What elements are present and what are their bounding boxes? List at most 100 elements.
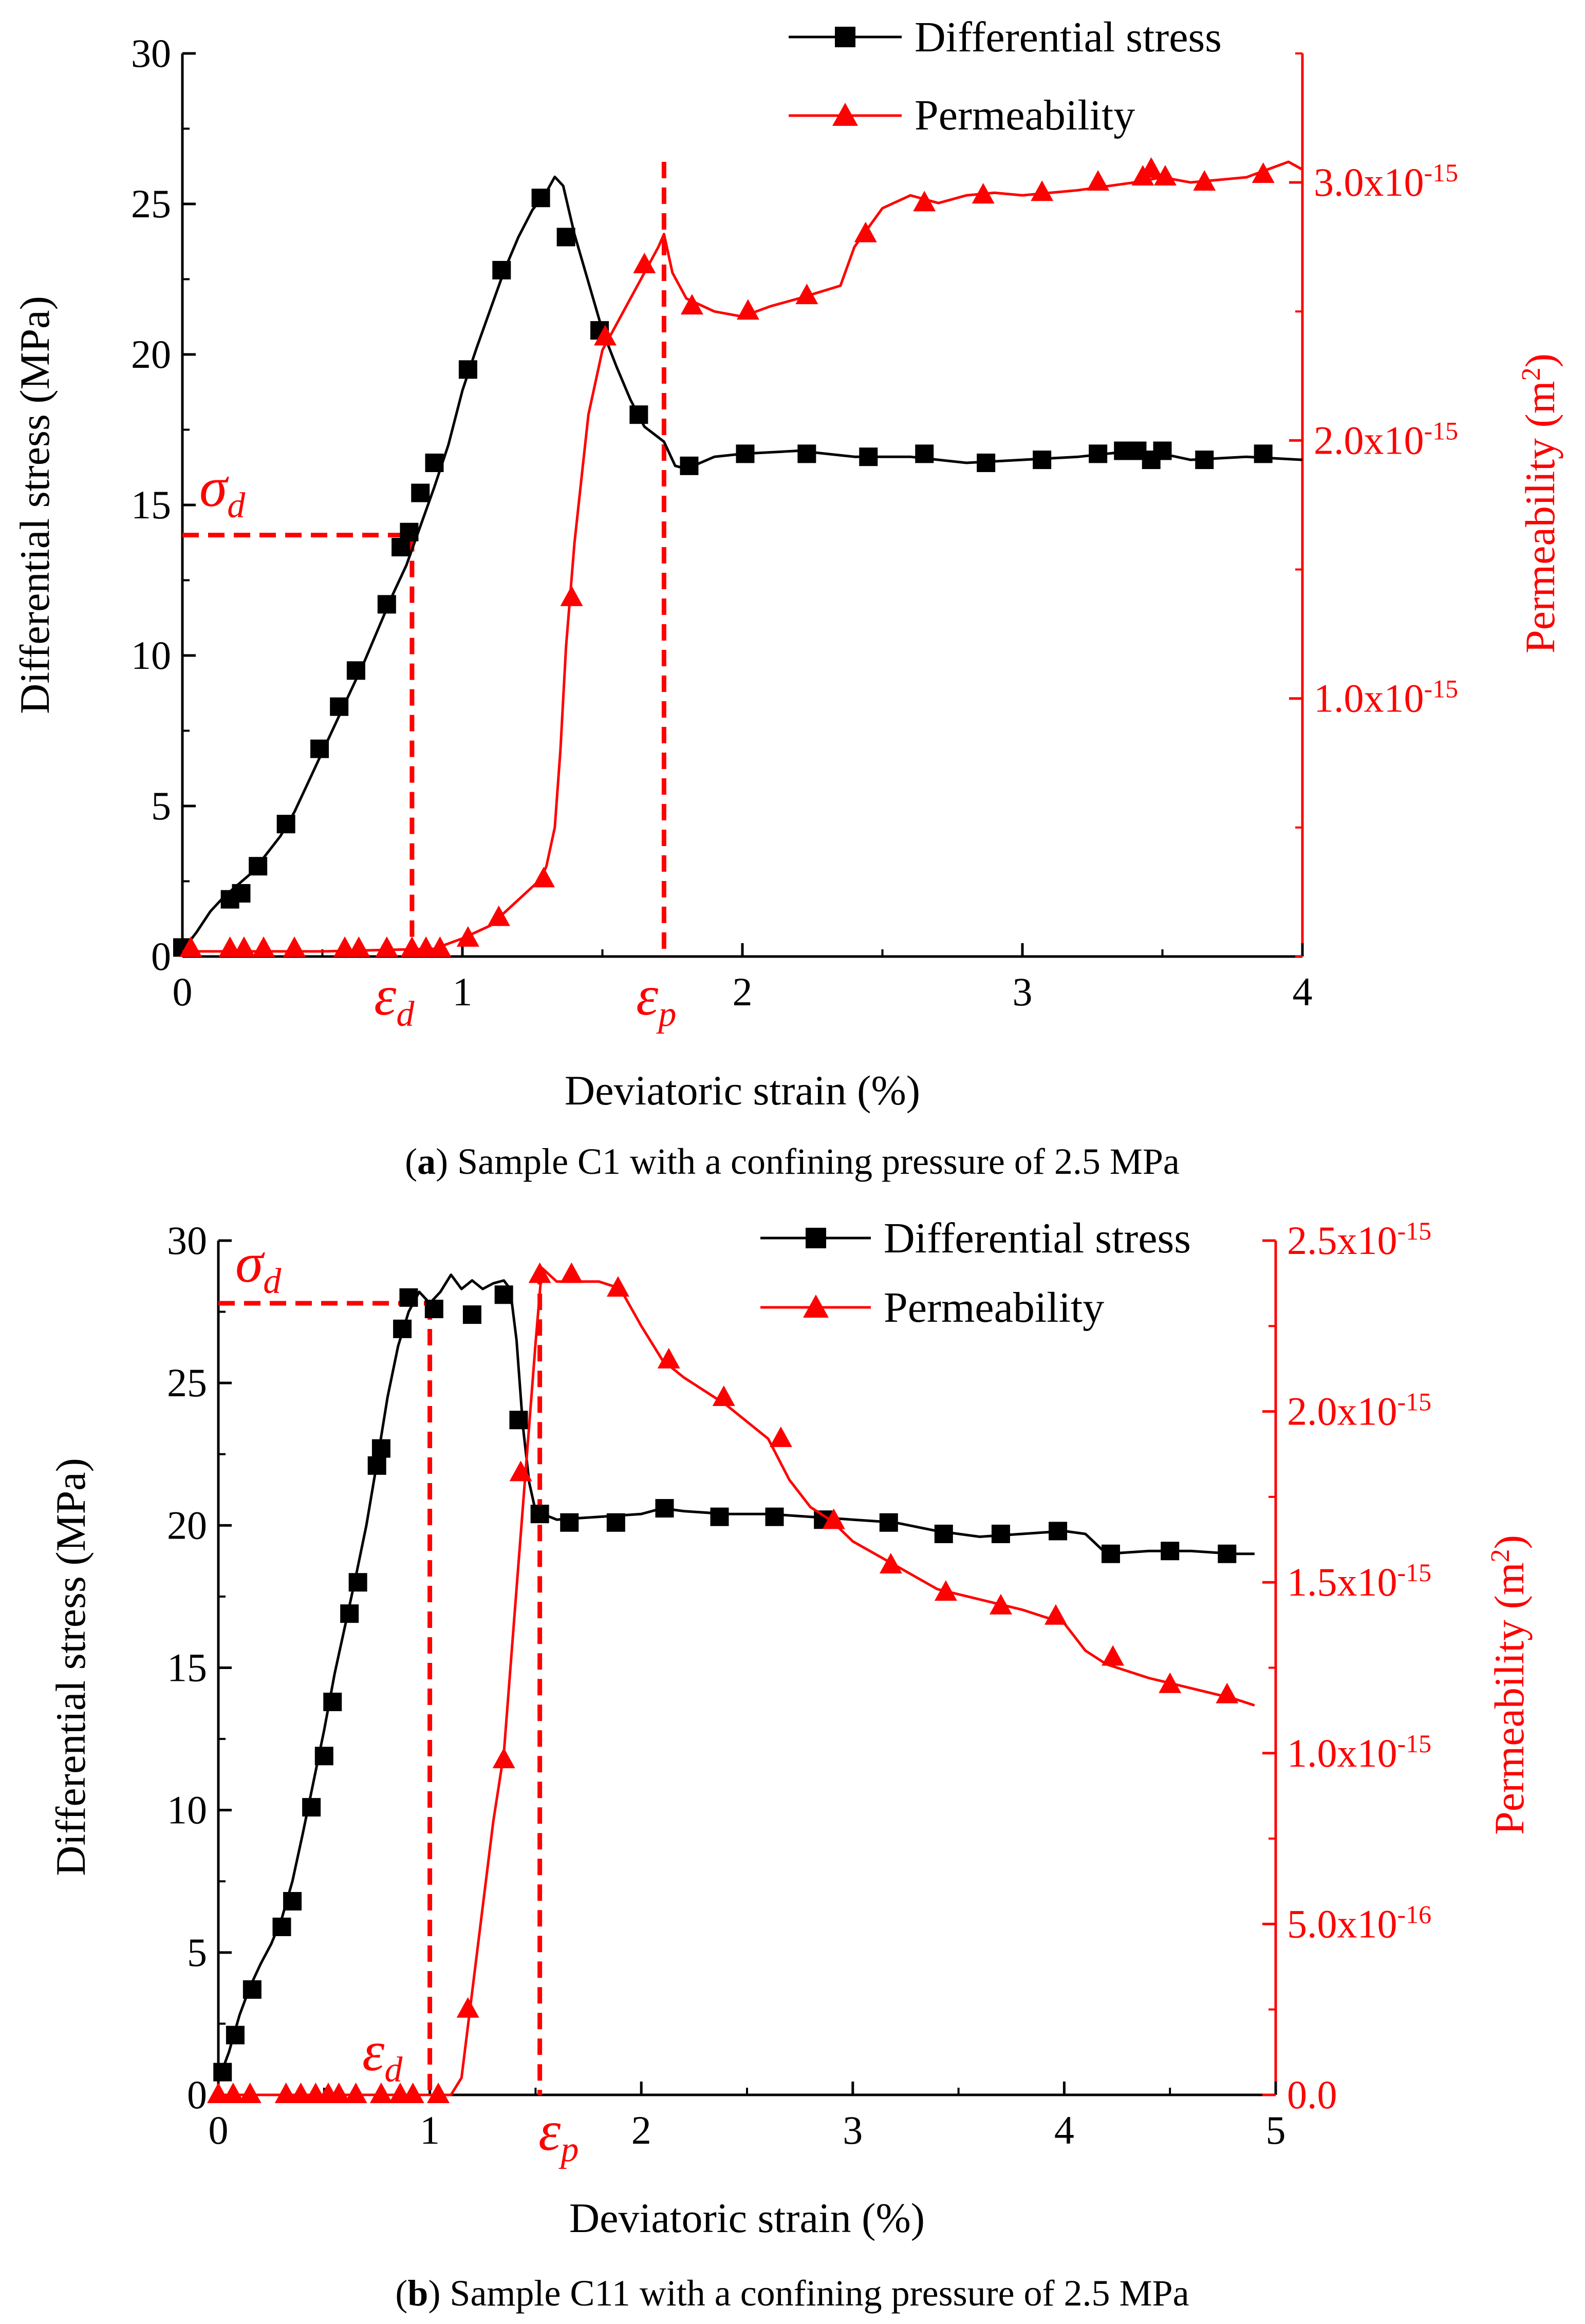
chart-b-perm-point-17 [560, 1262, 583, 1283]
chart-a-perm-point-21 [913, 191, 936, 212]
chart-b-stress-point-30 [1161, 1542, 1180, 1561]
chart-a-stress-point-2 [232, 884, 251, 903]
chart-a-legend-perm-label: Permeability [915, 91, 1135, 139]
chart-a-perm-point-26 [1140, 157, 1163, 178]
chart-a-perm-point-3 [252, 936, 275, 957]
chart-b-legend-perm-label: Permeability [884, 1284, 1104, 1332]
chart-a-xtick-label-3: 3 [1013, 969, 1033, 1014]
chart-a-stress-point-24 [977, 453, 996, 472]
chart-b-perm-point-27 [1102, 1645, 1125, 1666]
chart-b-y2tick-label-4: 2.0x10-15 [1287, 1388, 1431, 1434]
chart-b-perm-point-23 [879, 1552, 902, 1573]
chart-a-perm-point-19 [795, 284, 818, 305]
chart-a-stress-point-7 [346, 661, 365, 680]
chart-b-ytick-label-1: 5 [187, 1930, 207, 1975]
chart-b-ylabel: Differential stress (MPa) [47, 1458, 94, 1876]
chart-b-perm-point-0 [207, 2083, 230, 2103]
chart-b-perm-point-8 [344, 2083, 367, 2103]
chart-b-perm-point-9 [369, 2083, 393, 2103]
chart-b-stress-point-18 [530, 1505, 549, 1524]
chart-a-xtick-label-2: 2 [733, 969, 753, 1014]
chart-a-perm-point-0 [179, 936, 202, 957]
chart-b-stress-line [217, 1273, 1255, 2082]
chart-b-stress-point-9 [348, 1573, 367, 1592]
chart-b-perm-line [218, 1266, 1255, 2096]
chart-b-perm-point-14 [492, 1748, 515, 1769]
chart-b-legend: Differential stress Permeability [760, 1214, 1191, 1332]
chart-b-stress-point-13 [399, 1288, 418, 1307]
chart-a-ytick-label-0: 0 [151, 934, 171, 979]
chart-a-y2tick-label-0: 1.0x10-15 [1314, 674, 1458, 721]
chart-b-perm-point-20 [712, 1385, 735, 1406]
chart-a-perm-point-24 [1087, 170, 1110, 191]
chart-b-stress-point-23 [765, 1507, 784, 1526]
chart-a-perm-point-15 [593, 325, 617, 346]
chart-b-y2tick-label-5: 2.5x10-15 [1287, 1216, 1431, 1263]
chart-a-stress-point-14 [492, 260, 511, 279]
chart-a-stress-point-26 [1089, 444, 1108, 463]
chart-b-ytick-label-5: 25 [167, 1360, 207, 1405]
chart-a-xlabel: Deviatoric strain (%) [565, 1067, 920, 1114]
chart-b-perm-point-25 [989, 1594, 1012, 1615]
chart-b-stress-point-3 [272, 1917, 291, 1936]
chart-a-perm-point-23 [1031, 180, 1054, 201]
chart-a-perm-point-17 [680, 294, 703, 315]
chart-a-perm-point-10 [428, 936, 452, 957]
chart-b-perm-point-24 [934, 1580, 957, 1601]
chart-b-stress-point-20 [606, 1513, 625, 1532]
chart-b-stress-point-28 [1049, 1522, 1068, 1541]
chart-b-stress-point-29 [1101, 1544, 1120, 1563]
chart-a-eps-d: εd [374, 964, 415, 1034]
chart-b-stress-point-21 [655, 1499, 674, 1518]
chart-a-stress-point-30 [1153, 441, 1172, 460]
chart-a-y2label: Permeability (m2) [1517, 353, 1564, 653]
chart-a-stress-line [181, 175, 1303, 951]
chart-a-y2tick-label-2: 3.0x10-15 [1314, 158, 1458, 204]
chart-b-stress-point-11 [371, 1439, 390, 1458]
chart-a-stress-point-3 [249, 857, 268, 876]
chart-b: 0 1 2 3 4 5 0 5 10 15 20 25 30 0.0 5.0x10-16 1.0x10-1… [47, 1214, 1533, 2241]
chart-b-xtick-label-5: 5 [1266, 2108, 1286, 2152]
chart-b-y2tick-label-2: 1.0x10-15 [1287, 1729, 1431, 1775]
chart-a-perm-point-4 [283, 936, 306, 957]
chart-b-xlabel: Deviatoric strain (%) [569, 2195, 925, 2241]
chart-a-stress-point-5 [310, 739, 329, 758]
chart-b-stress-point-22 [710, 1507, 729, 1526]
chart-a-stress-point-31 [1195, 451, 1214, 470]
chart-b-perm-point-3 [274, 2083, 297, 2103]
chart-a-perm-point-13 [532, 867, 555, 888]
chart-b-stress-point-2 [243, 1980, 262, 1999]
chart-b-stress-point-27 [991, 1524, 1010, 1543]
chart-a-legend: Differential stress Permeability [789, 13, 1222, 139]
chart-b-perm-point-28 [1159, 1672, 1182, 1693]
chart-b-perm-point-13 [456, 1997, 479, 2018]
chart-a-stress-point-16 [556, 228, 575, 247]
chart-b-stress-point-16 [494, 1285, 513, 1304]
chart-a-stress-point-11 [411, 483, 430, 502]
chart-a-stress-point-21 [797, 444, 816, 463]
chart-a-ylabel: Differential stress (MPa) [11, 296, 58, 714]
chart-a-stress-point-32 [1254, 444, 1273, 463]
chart-a-stress-point-8 [377, 595, 396, 614]
chart-b-xtick-label-3: 3 [843, 2108, 863, 2152]
caption-a: (a) Sample C1 with a confining pressure … [405, 1141, 1180, 1182]
chart-b-stress-point-12 [393, 1319, 412, 1338]
chart-a-stress-point-13 [458, 360, 477, 379]
chart-b-perm-point-18 [606, 1276, 629, 1297]
chart-b-perm-point-1 [221, 2083, 245, 2103]
chart-a-xtick-label-0: 0 [173, 969, 193, 1014]
chart-a-stress-point-6 [330, 697, 349, 716]
chart-b-perm-point-2 [238, 2083, 262, 2103]
chart-b-perm-point-11 [401, 2083, 424, 2103]
chart-a-legend-stress-label: Differential stress [915, 13, 1222, 61]
chart-b-stress-point-6 [314, 1747, 333, 1766]
chart-b-perm-point-7 [327, 2083, 350, 2103]
chart-b-perm-point-26 [1044, 1604, 1067, 1625]
chart-a-stress-point-22 [859, 447, 878, 466]
chart-a-stress-point-19 [680, 456, 699, 475]
chart-b-stress-point-26 [934, 1524, 953, 1543]
chart-a-ytick-label-1: 5 [151, 783, 171, 828]
chart-b-xtick-label-0: 0 [209, 2108, 229, 2152]
chart-b-y2tick-label-1: 5.0x10-16 [1287, 1900, 1431, 1946]
